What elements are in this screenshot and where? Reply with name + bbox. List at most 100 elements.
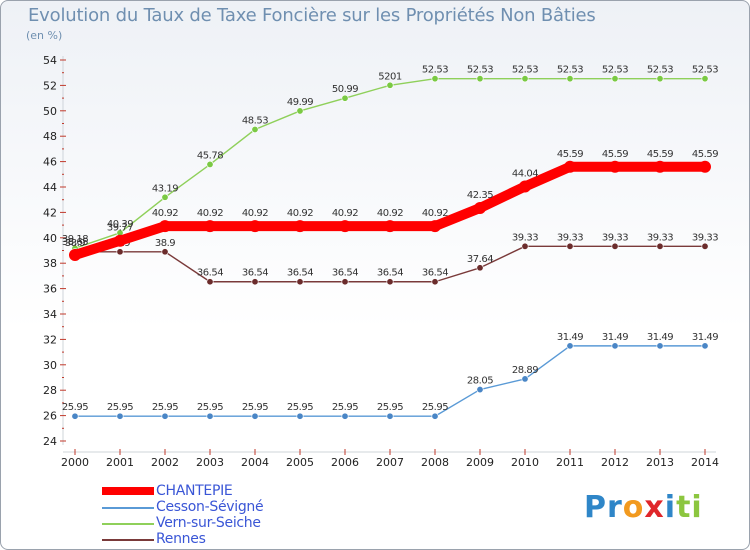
data-label-chantepie: 40.92 xyxy=(197,208,223,219)
data-point-vern-sur-seiche xyxy=(161,193,169,201)
data-point-rennes xyxy=(206,278,214,286)
data-label-chantepie: 45.59 xyxy=(692,149,718,160)
data-label-vern-sur-seiche: 49.99 xyxy=(287,97,313,108)
data-label-vern-sur-seiche: 43.19 xyxy=(152,183,178,194)
data-point-vern-sur-seiche xyxy=(701,75,709,83)
data-point-rennes xyxy=(521,242,529,250)
data-label-vern-sur-seiche: 52.53 xyxy=(512,65,538,76)
legend-swatch-rennes xyxy=(102,539,154,541)
data-point-chantepie xyxy=(699,160,711,173)
data-point-rennes xyxy=(341,278,349,286)
legend-label: CHANTEPIE xyxy=(156,483,233,499)
data-point-cesson-sevigne xyxy=(161,412,169,420)
data-label-rennes: 39.33 xyxy=(647,232,673,243)
data-point-rennes xyxy=(386,278,394,286)
data-label-vern-sur-seiche: 52.53 xyxy=(467,65,493,76)
logo-letter: P xyxy=(584,490,607,525)
x-tick-label: 2004 xyxy=(241,456,269,469)
data-label-rennes: 36.54 xyxy=(377,268,403,279)
data-point-chantepie xyxy=(159,220,171,233)
y-tick-label: 48 xyxy=(43,130,57,143)
data-label-rennes: 39.33 xyxy=(692,232,718,243)
data-label-chantepie: 38.65 xyxy=(62,237,88,248)
data-point-rennes xyxy=(566,242,574,250)
data-point-vern-sur-seiche xyxy=(656,75,664,83)
x-tick-label: 2006 xyxy=(331,456,359,469)
data-point-chantepie xyxy=(249,220,261,233)
data-point-rennes xyxy=(431,278,439,286)
legend-label: Rennes xyxy=(156,531,206,547)
data-point-vern-sur-seiche xyxy=(341,94,349,102)
data-label-cesson-sevigne: 25.95 xyxy=(152,402,178,413)
data-point-cesson-sevigne xyxy=(386,412,394,420)
y-tick-label: 34 xyxy=(43,308,57,321)
data-point-vern-sur-seiche xyxy=(251,125,259,133)
x-tick-label: 2007 xyxy=(376,456,404,469)
x-tick-label: 2014 xyxy=(691,456,719,469)
data-label-rennes: 38.9 xyxy=(65,238,85,249)
x-tick-label: 2009 xyxy=(466,456,494,469)
x-tick-label: 2010 xyxy=(511,456,539,469)
logo-letter: t xyxy=(676,490,692,525)
y-tick-label: 30 xyxy=(43,359,57,372)
y-tick-label: 26 xyxy=(43,410,57,423)
data-label-vern-sur-seiche: 48.53 xyxy=(242,115,268,126)
x-tick-label: 2011 xyxy=(556,456,584,469)
x-tick-label: 2000 xyxy=(61,456,89,469)
data-label-cesson-sevigne: 25.95 xyxy=(332,402,358,413)
data-point-rennes xyxy=(251,278,259,286)
data-label-vern-sur-seiche: 50.99 xyxy=(332,84,358,95)
data-label-vern-sur-seiche: 40.39 xyxy=(107,219,133,230)
data-label-chantepie: 40.92 xyxy=(332,208,358,219)
data-point-rennes xyxy=(116,248,124,256)
y-tick-label: 42 xyxy=(43,206,57,219)
data-point-cesson-sevigne xyxy=(701,342,709,350)
data-label-chantepie: 45.59 xyxy=(602,149,628,160)
data-point-vern-sur-seiche xyxy=(431,75,439,83)
x-tick-label: 2005 xyxy=(286,456,314,469)
data-point-chantepie xyxy=(564,160,576,173)
data-point-cesson-sevigne xyxy=(431,412,439,420)
y-tick-label: 32 xyxy=(43,333,57,346)
legend-label: Cesson-Sévigné xyxy=(156,499,264,515)
data-point-vern-sur-seiche xyxy=(296,107,304,115)
data-label-chantepie: 44.04 xyxy=(512,168,538,179)
data-label-chantepie: 40.92 xyxy=(242,208,268,219)
logo-letter: o xyxy=(622,490,645,525)
data-label-chantepie: 40.92 xyxy=(377,208,403,219)
data-point-cesson-sevigne xyxy=(611,342,619,350)
y-tick-label: 24 xyxy=(43,435,57,448)
y-tick-label: 54 xyxy=(43,54,57,67)
data-label-rennes: 36.54 xyxy=(242,268,268,279)
x-tick-label: 2008 xyxy=(421,456,449,469)
data-label-cesson-sevigne: 31.49 xyxy=(647,332,673,343)
data-label-cesson-sevigne: 28.89 xyxy=(512,365,538,376)
data-label-cesson-sevigne: 31.49 xyxy=(692,332,718,343)
data-point-rennes xyxy=(476,264,484,272)
legend-swatch-chantepie xyxy=(102,487,154,495)
logo-letter: r xyxy=(607,490,623,525)
data-point-vern-sur-seiche xyxy=(386,81,394,89)
data-label-cesson-sevigne: 25.95 xyxy=(242,402,268,413)
data-point-rennes xyxy=(701,242,709,250)
data-point-cesson-sevigne xyxy=(476,386,484,394)
data-label-cesson-sevigne: 31.49 xyxy=(602,332,628,343)
data-point-cesson-sevigne xyxy=(206,412,214,420)
data-point-rennes xyxy=(611,242,619,250)
data-label-chantepie: 40.92 xyxy=(152,208,178,219)
data-label-vern-sur-seiche: 5201 xyxy=(378,71,402,82)
data-point-cesson-sevigne xyxy=(341,412,349,420)
x-tick-label: 2002 xyxy=(151,456,179,469)
data-point-chantepie xyxy=(519,180,531,193)
y-tick-label: 46 xyxy=(43,156,57,169)
data-label-cesson-sevigne: 25.95 xyxy=(287,402,313,413)
legend-swatch-vern-sur-seiche xyxy=(102,523,154,525)
y-tick-label: 36 xyxy=(43,283,57,296)
data-point-chantepie xyxy=(474,201,486,214)
data-label-rennes: 39.33 xyxy=(512,232,538,243)
data-label-rennes: 39.33 xyxy=(602,232,628,243)
data-label-chantepie: 40.92 xyxy=(287,208,313,219)
data-point-chantepie xyxy=(654,160,666,173)
